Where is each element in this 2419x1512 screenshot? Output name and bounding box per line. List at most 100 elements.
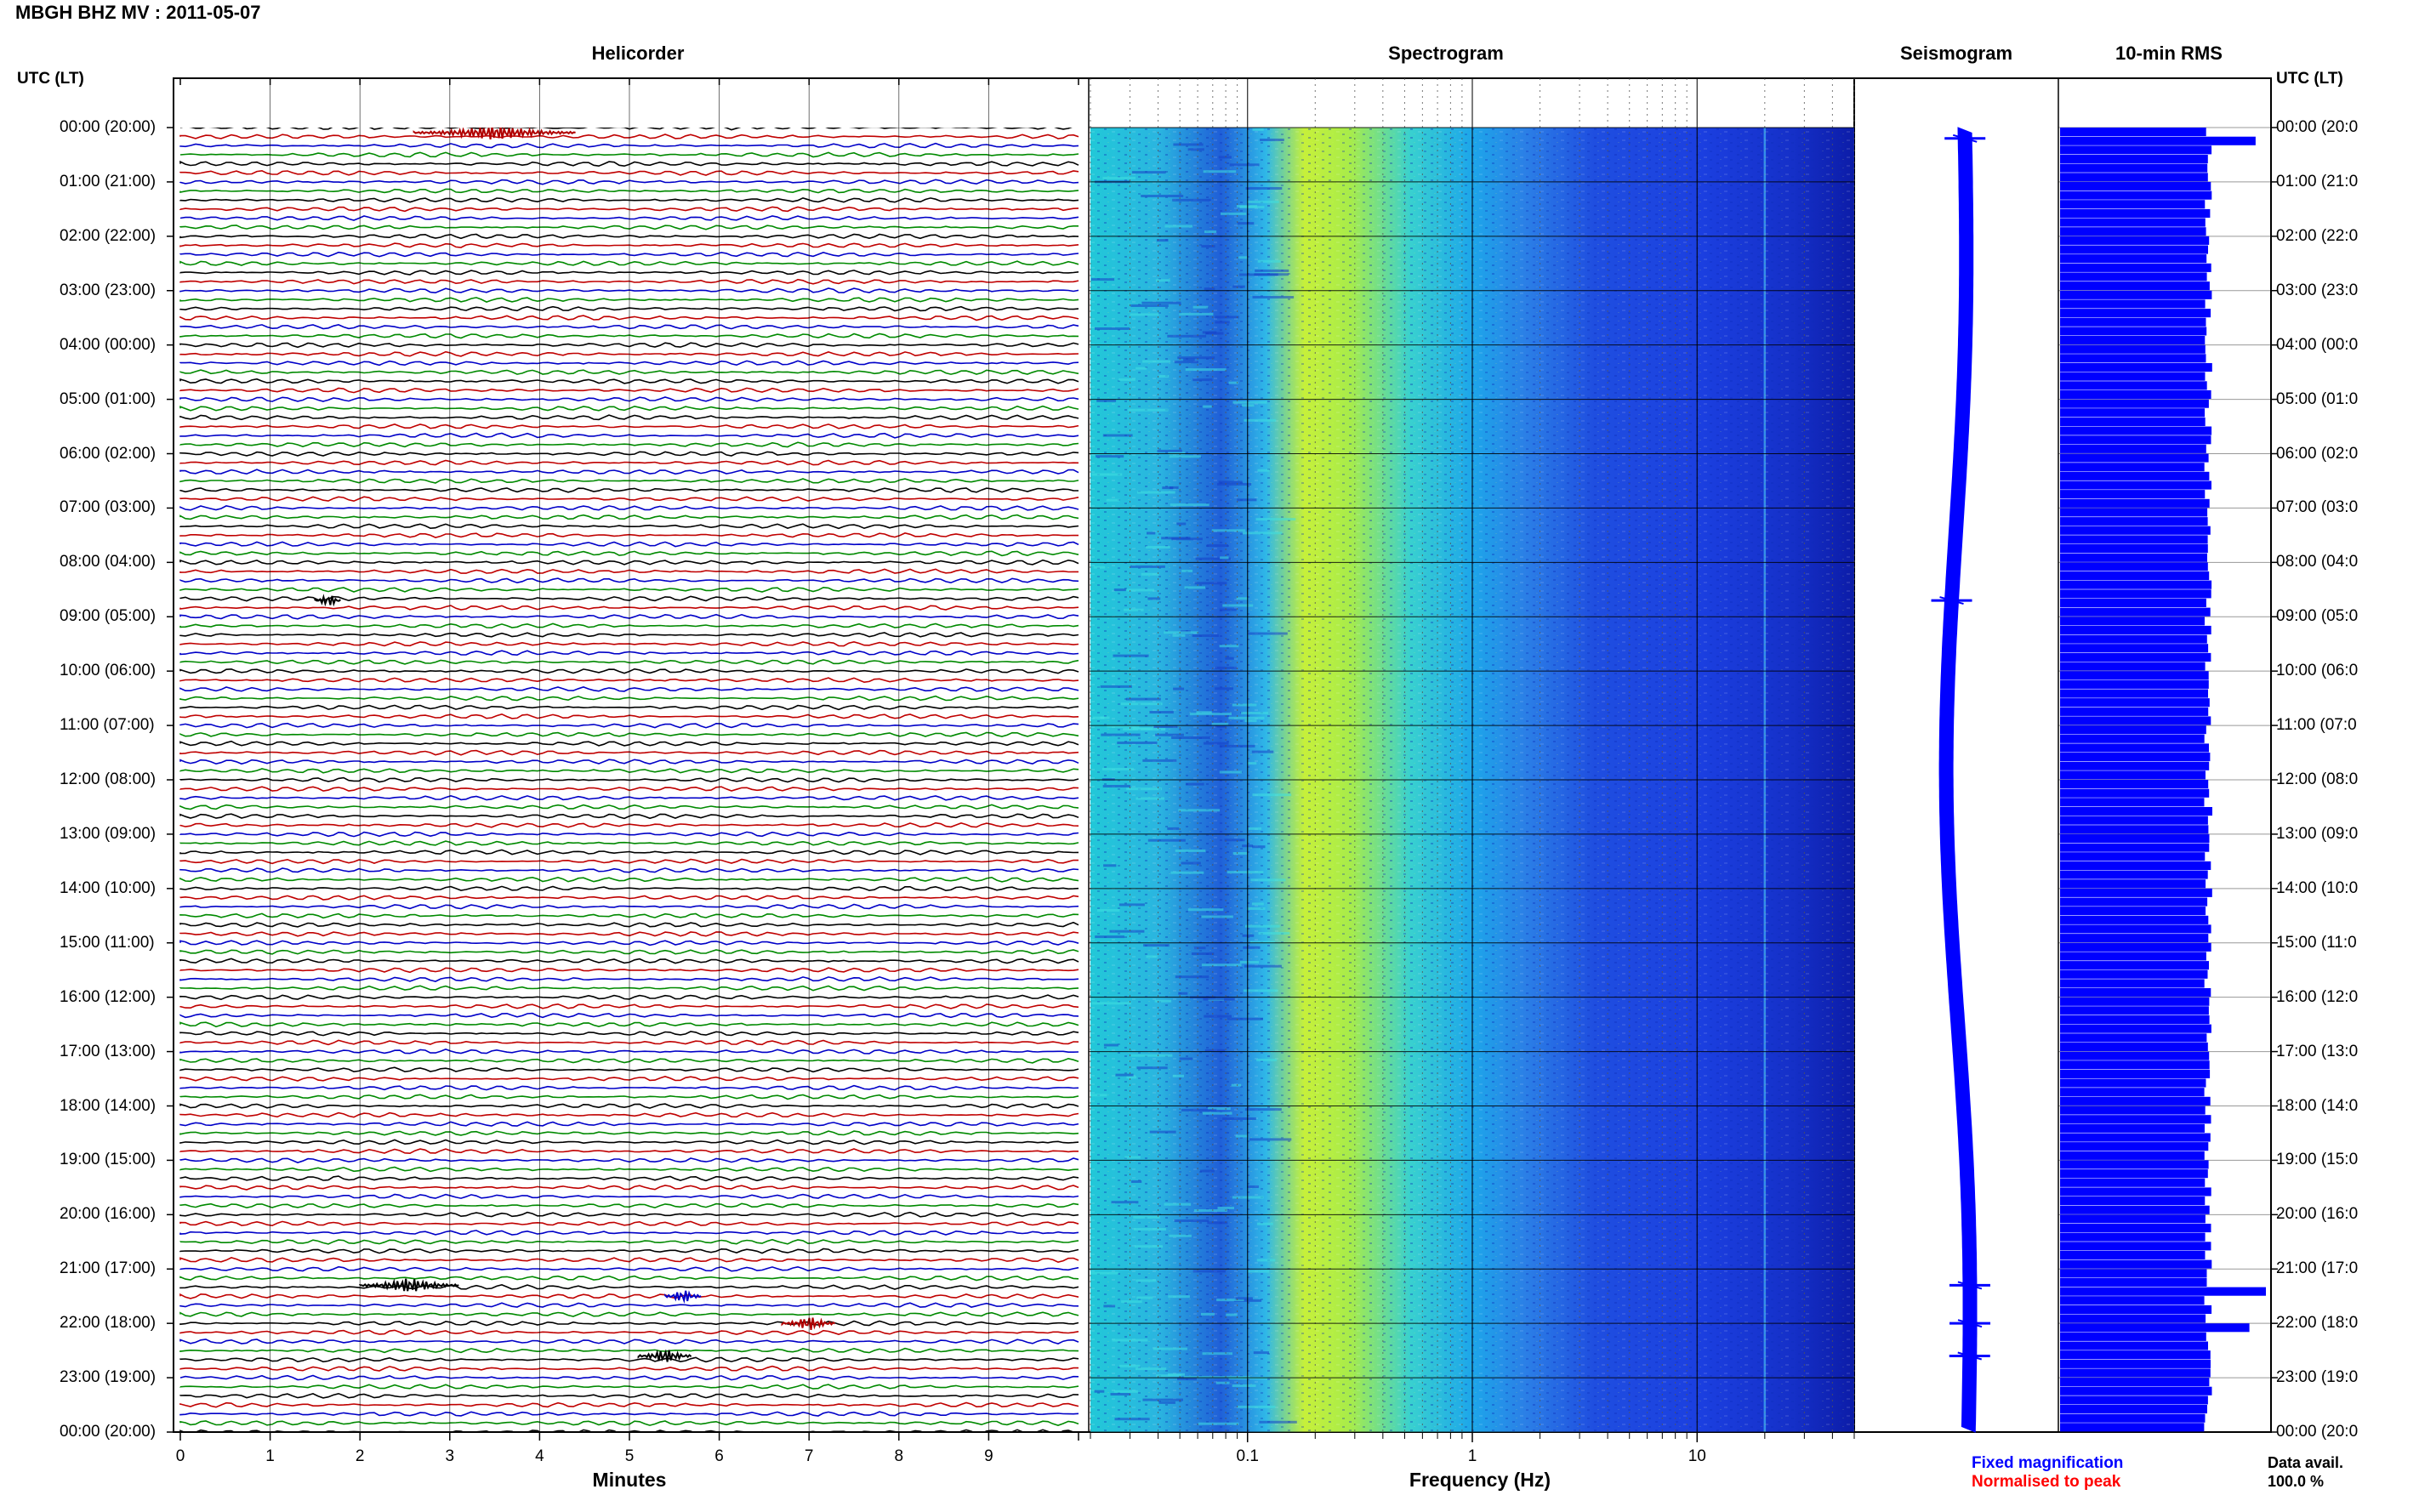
- helicorder-trace: [179, 903, 1079, 910]
- helicorder-trace: [179, 242, 1079, 248]
- rms-bar: [2060, 181, 2211, 190]
- helicorder-trace: [179, 233, 1079, 240]
- time-label-right: 21:00 (17:0: [2276, 1259, 2359, 1278]
- rms-bar: [2060, 1197, 2206, 1206]
- time-label-left: 20:00 (16:00): [60, 1205, 157, 1224]
- spectrogram-streak: [1162, 486, 1174, 490]
- helicorder-trace: [179, 577, 1079, 584]
- helicorder-trace: [179, 1175, 1079, 1182]
- rms-bar: [2060, 1178, 2206, 1187]
- spectrogram-streak: [1157, 449, 1182, 452]
- spectrogram-streak: [1245, 924, 1280, 928]
- helicorder-trace: [179, 1429, 1077, 1432]
- helicorder-trace: [179, 559, 1079, 566]
- spectrogram-streak: [1167, 334, 1207, 338]
- helicorder-trace: [179, 387, 1079, 394]
- time-label-left: 02:00 (22:00): [60, 226, 157, 245]
- spectrogram-streak: [1170, 455, 1201, 458]
- helicorder-trace: [179, 1049, 1079, 1054]
- helicorder-trace: [179, 523, 1079, 530]
- spectrogram-streak: [1228, 381, 1238, 384]
- helicorder-trace: [179, 1230, 1079, 1236]
- helicorder-trace: [179, 722, 1079, 729]
- spectrogram-streak: [1109, 929, 1145, 933]
- spectrogram-streak: [1201, 915, 1233, 918]
- spectrogram-streak: [1110, 1393, 1131, 1395]
- rms-bar: [2060, 245, 2208, 254]
- utc-header-right: UTC (LT): [2276, 70, 2343, 88]
- helicorder-trace: [179, 405, 1079, 412]
- spectrogram-streak: [1204, 742, 1229, 745]
- helicorder-trace: [179, 831, 1079, 838]
- spectrogram-streak: [1204, 1015, 1232, 1018]
- spectrogram-streak: [1222, 604, 1254, 607]
- helicorder-trace: [179, 1257, 1079, 1264]
- spectrogram-streak: [1252, 128, 1264, 131]
- rms-bar: [2060, 861, 2211, 870]
- helicorder-trace: [179, 568, 1079, 574]
- rms-bar: [2060, 435, 2211, 445]
- seismogram-spike: [1957, 1281, 1983, 1290]
- rms-bar: [2060, 372, 2206, 381]
- spectrogram-streak: [1216, 1299, 1244, 1302]
- rms-bar: [2060, 698, 2210, 708]
- spectrogram-streak: [1170, 486, 1179, 489]
- rms-bar: [2060, 163, 2208, 173]
- helicorder-trace: [179, 867, 1079, 873]
- spectrogram-streak: [1241, 712, 1268, 714]
- rms-bar: [2060, 879, 2206, 889]
- spectrogram-streak: [1090, 1094, 1107, 1097]
- minute-tick-label: 6: [714, 1447, 724, 1465]
- spectrogram-streak: [1136, 1066, 1168, 1070]
- spectrogram-streak: [1235, 1297, 1253, 1300]
- spectrogram-streak: [1091, 473, 1123, 476]
- spectrogram-streak: [1192, 378, 1213, 382]
- spectrogram-streak: [1204, 230, 1217, 233]
- spectrogram-streak: [1125, 697, 1161, 701]
- rms-bar: [2060, 644, 2209, 653]
- helicorder-trace: [179, 921, 1079, 928]
- spectrogram-streak: [1126, 1076, 1137, 1079]
- data-avail-label: Data avail.: [2268, 1454, 2344, 1471]
- time-label-left: 16:00 (12:00): [60, 987, 157, 1006]
- spectrogram-streak: [1222, 1117, 1256, 1120]
- helicorder-trace: [179, 333, 1079, 339]
- time-label-left: 00:00 (20:00): [60, 118, 157, 136]
- rms-bar: [2060, 218, 2206, 227]
- spectrogram-streak: [1249, 827, 1262, 830]
- rms-bar: [2060, 589, 2211, 599]
- helicorder-trace: [179, 768, 1079, 774]
- seismogram-trace: [1938, 127, 1978, 1433]
- spectrogram-streak: [1107, 725, 1140, 728]
- helicorder-trace: [179, 958, 1079, 964]
- data-avail-value: 100.0 %: [2268, 1473, 2325, 1490]
- spectrogram-streak: [1202, 1352, 1232, 1356]
- time-label-right: 18:00 (14:0: [2276, 1096, 2359, 1115]
- spectrogram-streak: [1244, 964, 1282, 968]
- page-title: MBGH BHZ MV : 2011-05-07: [15, 2, 261, 23]
- spectrogram-streak: [1130, 565, 1165, 568]
- spectrogram-streak: [1219, 770, 1243, 774]
- spectrogram-streak: [1171, 736, 1210, 739]
- rms-bar: [2060, 897, 2208, 907]
- spectrogram-streak: [1252, 296, 1295, 298]
- rms-bar: [2060, 508, 2208, 517]
- spectrogram-streak: [1178, 992, 1188, 995]
- spectrogram-streak: [1158, 1401, 1175, 1404]
- rms-bar: [2060, 263, 2211, 272]
- spectrogram-streak: [1141, 301, 1181, 304]
- rms-bar: [2060, 798, 2205, 807]
- rms-bar: [2060, 1423, 2205, 1432]
- spectrogram-streak: [1120, 702, 1163, 706]
- rms-bar: [2060, 1395, 2208, 1405]
- spectrogram-streak: [1100, 685, 1132, 688]
- spectrogram-streak: [1249, 1138, 1292, 1141]
- rms-bar: [2060, 354, 2206, 363]
- helicorder-trace: [179, 1384, 1079, 1390]
- rms-bar: [2060, 227, 2206, 236]
- rms-bar: [2060, 480, 2211, 490]
- spectrogram-streak: [1237, 498, 1257, 502]
- time-label-right: 08:00 (04:0: [2276, 553, 2359, 571]
- spectrogram-streak: [1133, 1216, 1160, 1219]
- rms-bar: [2060, 952, 2206, 961]
